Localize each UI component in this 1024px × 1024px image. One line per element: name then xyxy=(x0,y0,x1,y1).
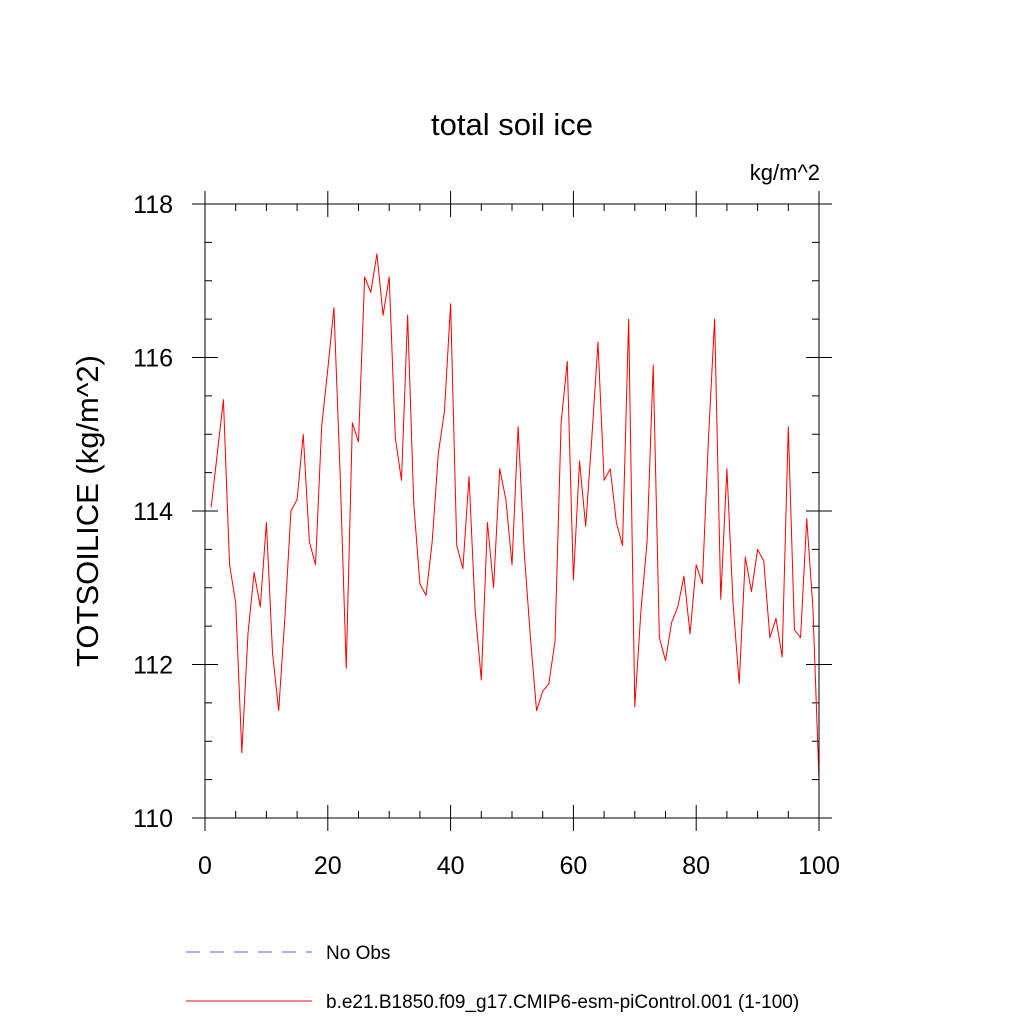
x-tick-label: 20 xyxy=(314,852,342,880)
x-tick-label: 40 xyxy=(437,852,465,880)
chart-title: total soil ice xyxy=(431,107,593,142)
units-label: kg/m^2 xyxy=(750,160,820,185)
legend-label-model-run: b.e21.B1850.f09_g17.CMIP6-esm-piControl.… xyxy=(326,992,799,1013)
y-tick-label: 112 xyxy=(133,652,173,680)
series-line-model-run xyxy=(210,253,820,780)
y-tick-label: 114 xyxy=(133,498,173,526)
y-tick-label: 110 xyxy=(133,805,173,833)
x-tick-label: 0 xyxy=(198,852,212,880)
series-lines xyxy=(210,253,820,780)
legend: No Obs b.e21.B1850.f09_g17.CMIP6-esm-piC… xyxy=(186,943,799,1013)
x-tick-label: 80 xyxy=(682,852,710,880)
x-tick-label: 100 xyxy=(798,852,840,880)
x-tick-label: 60 xyxy=(559,852,587,880)
legend-label-no-obs: No Obs xyxy=(326,943,390,964)
axis-ticks xyxy=(192,191,832,831)
y-tick-label: 118 xyxy=(133,191,173,219)
plot-frame xyxy=(204,203,820,819)
y-tick-label: 116 xyxy=(133,345,173,373)
tick-labels: 0 20 40 60 80 100 110 112 114 116 118 xyxy=(133,191,840,880)
y-axis-label: TOTSOILICE (kg/m^2) xyxy=(70,355,105,667)
